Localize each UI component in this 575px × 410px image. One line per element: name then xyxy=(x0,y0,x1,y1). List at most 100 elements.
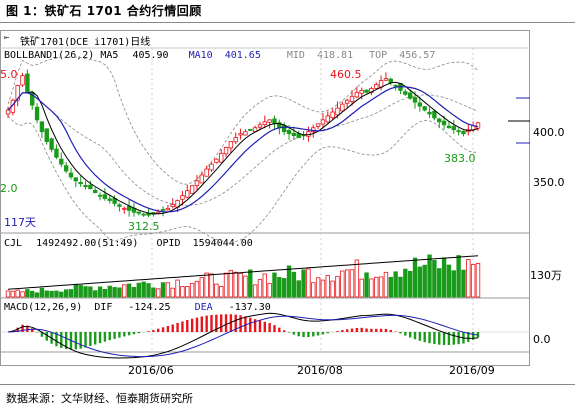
volume-bar xyxy=(214,283,219,298)
candle-body xyxy=(475,122,481,129)
volume-bar xyxy=(407,270,413,298)
candle-body xyxy=(15,85,20,101)
candle-body xyxy=(189,185,195,194)
candle-body xyxy=(49,138,54,150)
volume-bar xyxy=(238,273,243,298)
dea-label: DEA xyxy=(194,302,213,313)
macd-dea-line xyxy=(7,314,479,358)
candle-body xyxy=(39,121,45,133)
chart-header: ⇤ 铁矿1701(DCE i1701)日线 xyxy=(0,32,530,48)
volume-bar xyxy=(252,284,258,298)
candle-body xyxy=(412,97,418,103)
boll-label: BOLLBAND1(26,2) xyxy=(4,50,95,61)
candle-body xyxy=(354,91,360,98)
volume-bar xyxy=(228,269,234,298)
volume-bar xyxy=(180,286,185,298)
dif-value: -124.25 xyxy=(128,302,171,313)
boll-lower-line xyxy=(7,115,479,243)
volume-bar xyxy=(281,278,287,298)
volume-bar xyxy=(301,269,306,298)
collapse-arrow-icon[interactable]: ⇤ xyxy=(4,33,10,43)
volume-bar xyxy=(441,257,447,298)
candle-body xyxy=(233,137,238,143)
volume-bar xyxy=(306,268,311,298)
boll-upper-line xyxy=(7,56,479,185)
candle-body xyxy=(107,198,112,201)
candle-body xyxy=(44,128,49,142)
candle-body xyxy=(209,163,214,171)
candle-body xyxy=(165,207,171,211)
volume-bar xyxy=(5,290,11,298)
candle-body xyxy=(223,147,229,155)
volume-bar xyxy=(315,277,321,298)
volume-bar xyxy=(223,272,229,298)
candle-body xyxy=(78,181,83,185)
candle-body xyxy=(68,172,74,178)
candle-body xyxy=(20,75,25,86)
candle-body xyxy=(320,119,326,125)
volume-bar xyxy=(93,290,98,298)
volume-bar xyxy=(97,286,103,298)
volume-bar xyxy=(151,287,156,298)
dif-label: DIF xyxy=(94,302,113,313)
volume-bar xyxy=(311,282,316,298)
volume-bar xyxy=(403,268,408,298)
ma10-label: MA10 xyxy=(188,50,213,61)
chart-frame xyxy=(0,30,530,366)
candle-body xyxy=(456,130,461,133)
volume-bar xyxy=(388,276,393,298)
volume-bar xyxy=(364,272,369,298)
volume-bar xyxy=(296,280,301,298)
opid-value: 1594044.00 xyxy=(192,238,253,249)
candle-body xyxy=(427,111,432,115)
volume-bar xyxy=(63,289,69,298)
volume-bar xyxy=(451,270,456,298)
annotation-low-left: 2.0 xyxy=(0,182,18,195)
title-rule xyxy=(0,22,575,23)
volume-bars xyxy=(5,254,481,298)
volume-bar xyxy=(83,286,88,298)
dea-value: -137.30 xyxy=(228,302,271,313)
annotation-high-mark: 460.5 xyxy=(330,68,362,81)
ma5-value: 405.90 xyxy=(132,50,169,61)
candle-body xyxy=(291,132,297,137)
cjl-value: 1492492.00(51:49) xyxy=(36,238,139,249)
candle-body xyxy=(407,92,413,99)
volume-bar xyxy=(78,285,83,298)
volume-bar xyxy=(209,273,214,298)
candle-body xyxy=(73,177,79,182)
volume-bar xyxy=(20,291,25,298)
volume-bar xyxy=(398,276,403,298)
right-axis-ticks xyxy=(508,97,530,144)
volume-bar xyxy=(340,270,345,298)
price-legend: BOLLBAND1(26,2) MA5 405.90 MA10 401.65 M… xyxy=(4,50,435,61)
figure-title: 图 1：铁矿石 1701 合约行情回顾 xyxy=(6,4,202,18)
candle-body xyxy=(306,131,311,137)
macd-label: MACD(12,26,9) xyxy=(4,302,83,313)
volume-bar xyxy=(141,281,146,298)
source-note: 数据来源：文华财经、恒泰期货研究所 xyxy=(6,392,193,405)
volume-bar xyxy=(165,282,171,298)
volume-bar xyxy=(131,287,137,298)
candle-body xyxy=(117,204,122,207)
candle-body xyxy=(34,106,40,121)
cjl-label: CJL xyxy=(4,238,23,249)
symbol-label: 铁矿1701(DCE i1701)日线 xyxy=(20,37,151,48)
x-tick-2016-08: 2016/08 xyxy=(297,364,343,377)
bollinger-bands xyxy=(7,56,479,243)
candle-body xyxy=(388,78,393,83)
candle-body xyxy=(63,165,69,172)
volume-bar xyxy=(156,288,161,298)
volume-bar xyxy=(44,290,49,298)
opid-label: OPID xyxy=(156,238,181,249)
volume-bar xyxy=(446,264,452,298)
volume-bar xyxy=(194,280,200,298)
candle-body xyxy=(97,194,103,197)
candle-body xyxy=(170,204,175,208)
top-label: TOP xyxy=(369,50,388,61)
volume-bar xyxy=(359,278,364,298)
candle-body xyxy=(364,89,369,93)
annotation-left-partial: 5.0 xyxy=(0,68,18,81)
candle-body xyxy=(330,111,335,119)
candle-body xyxy=(422,106,427,111)
